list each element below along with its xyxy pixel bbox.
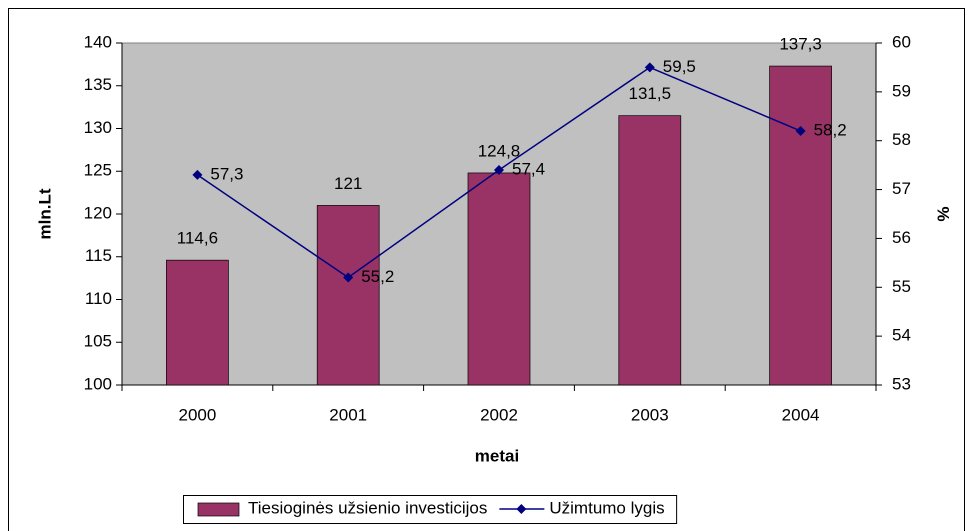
marker bbox=[644, 62, 655, 73]
y2-tick-label: 53 bbox=[892, 374, 911, 393]
bar bbox=[769, 65, 832, 386]
data-label: 114,6 bbox=[177, 229, 218, 248]
legend-label: Tiesioginės užsienio investicijos bbox=[248, 498, 487, 517]
data-label: 57,4 bbox=[512, 160, 545, 179]
data-label: 124,8 bbox=[478, 141, 521, 160]
y-tick-label: 110 bbox=[85, 289, 112, 308]
data-label: 55,2 bbox=[361, 267, 394, 286]
y2-tick-label: 58 bbox=[892, 130, 911, 149]
y2-axis-title: % bbox=[934, 206, 953, 221]
y-tick-label: 115 bbox=[85, 246, 112, 265]
marker bbox=[192, 169, 203, 180]
x-tick-label: 2002 bbox=[480, 405, 518, 424]
data-label: 121 bbox=[334, 174, 362, 193]
y-tick-label: 140 bbox=[84, 32, 112, 51]
legend-swatch bbox=[197, 502, 240, 517]
x-axis-title: metai bbox=[475, 446, 519, 465]
data-label: 131,5 bbox=[629, 84, 672, 103]
y-tick-label: 125 bbox=[84, 161, 112, 180]
y-tick-label: 120 bbox=[84, 203, 112, 222]
y-tick-label: 130 bbox=[84, 118, 112, 137]
x-tick-label: 2000 bbox=[178, 405, 216, 424]
marker bbox=[795, 125, 806, 136]
y-tick-label: 100 bbox=[84, 374, 112, 393]
x-tick-label: 2004 bbox=[782, 405, 820, 424]
legend-label: Užimtumo lygis bbox=[549, 498, 664, 517]
data-label: 57,3 bbox=[210, 164, 243, 183]
y2-tick-label: 59 bbox=[892, 81, 911, 100]
y2-tick-label: 54 bbox=[892, 326, 911, 345]
data-label: 137,3 bbox=[779, 35, 822, 54]
y-tick-label: 105 bbox=[84, 332, 112, 351]
bar bbox=[316, 205, 380, 386]
y2-tick-label: 56 bbox=[892, 228, 911, 247]
bar bbox=[166, 259, 229, 386]
bar bbox=[467, 172, 531, 386]
data-label: 58,2 bbox=[814, 120, 847, 139]
legend bbox=[183, 495, 678, 524]
y-tick-label: 135 bbox=[84, 75, 112, 94]
y2-tick-label: 60 bbox=[892, 32, 911, 51]
y2-tick-label: 55 bbox=[892, 277, 911, 296]
bar bbox=[618, 115, 682, 386]
data-label: 59,5 bbox=[663, 57, 696, 76]
x-tick-label: 2001 bbox=[329, 405, 367, 424]
marker bbox=[343, 272, 354, 283]
y-axis-title: mln.Lt bbox=[35, 188, 54, 239]
x-tick-label: 2003 bbox=[631, 405, 669, 424]
legend-marker bbox=[516, 504, 527, 514]
marker bbox=[494, 165, 504, 176]
y2-tick-label: 57 bbox=[892, 179, 911, 198]
